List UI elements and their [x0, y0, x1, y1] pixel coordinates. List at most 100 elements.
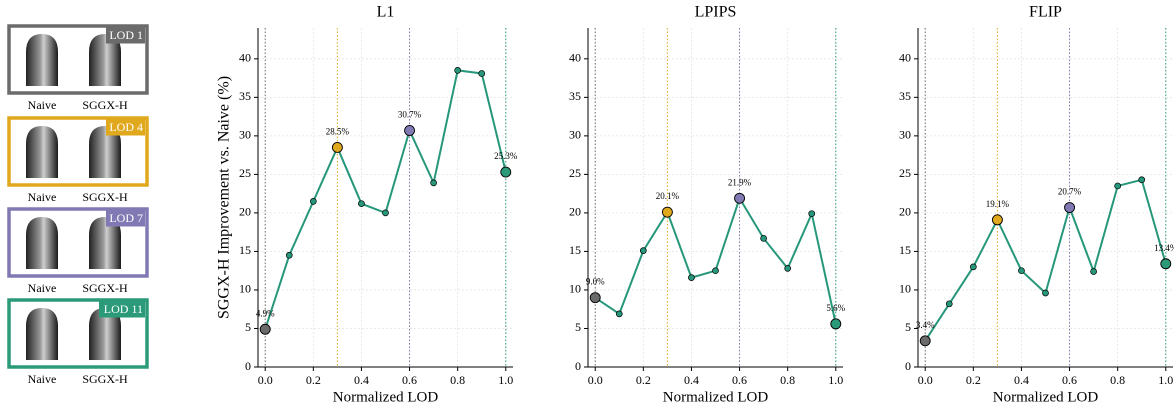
y-tick-label: 5 [575, 320, 581, 334]
y-tick-label: 35 [239, 89, 251, 103]
y-tick-label: 10 [899, 282, 911, 296]
data-point [970, 264, 976, 270]
y-axis-label: SGGX-H Improvement vs. Naive (%) [216, 76, 233, 319]
data-point [479, 70, 485, 76]
y-tick-label: 30 [239, 128, 251, 142]
y-tick-label: 15 [569, 243, 581, 257]
data-point [1091, 268, 1097, 274]
data-point [286, 252, 292, 258]
x-axis-label: Normalized LOD [993, 389, 1099, 405]
value-label: 20.1% [656, 191, 680, 201]
y-tick-label: 20 [239, 205, 251, 219]
x-tick-label: 0.0 [588, 373, 603, 387]
data-point [831, 319, 841, 329]
chart-title: L1 [377, 4, 395, 21]
x-tick-label: 0.2 [966, 373, 981, 387]
data-point [640, 248, 646, 254]
data-point [616, 311, 622, 317]
value-label: 19.1% [986, 199, 1010, 209]
data-point [431, 180, 437, 186]
data-point [332, 142, 342, 152]
y-tick-label: 35 [899, 89, 911, 103]
value-label: 9.0% [586, 277, 605, 287]
caption: Naive [28, 372, 57, 386]
figure: LOD 1NaiveSGGX-HLOD 4NaiveSGGX-HLOD 7Nai… [0, 0, 1174, 412]
data-point [590, 293, 600, 303]
data-point [809, 211, 815, 217]
y-tick-label: 25 [569, 166, 581, 180]
y-tick-label: 20 [569, 205, 581, 219]
data-point [1018, 268, 1024, 274]
lod-label: LOD 1 [109, 28, 143, 42]
x-tick-label: 0.4 [1014, 373, 1029, 387]
y-tick-label: 25 [239, 166, 251, 180]
y-tick-label: 40 [239, 51, 251, 65]
y-tick-label: 10 [569, 282, 581, 296]
data-point [1139, 177, 1145, 183]
x-tick-label: 0.0 [258, 373, 273, 387]
x-tick-label: 1.0 [1158, 373, 1173, 387]
data-point [310, 198, 316, 204]
y-tick-label: 0 [245, 359, 251, 373]
data-point [455, 67, 461, 73]
y-tick-label: 25 [899, 166, 911, 180]
data-point [662, 207, 672, 217]
data-point [735, 193, 745, 203]
caption: Naive [28, 98, 57, 112]
caption: SGGX-H [82, 190, 128, 204]
thumbnail [26, 308, 58, 360]
data-line [595, 198, 836, 324]
data-point [1043, 290, 1049, 296]
data-point [920, 336, 930, 346]
caption: Naive [28, 281, 57, 295]
value-label: 25.3% [494, 151, 518, 161]
x-tick-label: 0.0 [918, 373, 933, 387]
y-tick-label: 5 [245, 320, 251, 334]
y-tick-label: 15 [899, 243, 911, 257]
x-tick-label: 0.8 [1110, 373, 1125, 387]
lod-label: LOD 11 [104, 302, 143, 316]
data-point [761, 235, 767, 241]
x-tick-label: 0.6 [402, 373, 417, 387]
thumbnail [26, 34, 58, 86]
data-point [358, 201, 364, 207]
y-tick-label: 5 [905, 320, 911, 334]
y-tick-label: 0 [575, 359, 581, 373]
data-point [688, 275, 694, 281]
x-tick-label: 0.8 [450, 373, 465, 387]
value-label: 28.5% [326, 126, 350, 136]
thumbnail [26, 126, 58, 178]
value-label: 4.9% [256, 308, 275, 318]
data-point [713, 268, 719, 274]
data-point [501, 167, 511, 177]
y-tick-label: 30 [899, 128, 911, 142]
value-label: 21.9% [728, 177, 752, 187]
value-label: 20.7% [1058, 187, 1082, 197]
y-tick-label: 0 [905, 359, 911, 373]
lod-label: LOD 7 [109, 211, 143, 225]
data-line [925, 180, 1166, 341]
caption: Naive [28, 190, 57, 204]
value-label: 13.4% [1154, 243, 1174, 253]
data-point [1161, 259, 1171, 269]
x-tick-label: 0.4 [354, 373, 369, 387]
data-point [383, 210, 389, 216]
data-point [992, 215, 1002, 225]
y-tick-label: 20 [899, 205, 911, 219]
value-label: 5.6% [826, 303, 845, 313]
data-point [785, 265, 791, 271]
chart-title: FLIP [1029, 4, 1062, 21]
x-tick-label: 0.2 [306, 373, 321, 387]
y-tick-label: 15 [239, 243, 251, 257]
y-tick-label: 40 [899, 51, 911, 65]
chart-title: LPIPS [695, 4, 737, 21]
x-axis-label: Normalized LOD [333, 389, 439, 405]
y-tick-label: 35 [569, 89, 581, 103]
data-point [405, 125, 415, 135]
caption: SGGX-H [82, 372, 128, 386]
y-tick-label: 40 [569, 51, 581, 65]
